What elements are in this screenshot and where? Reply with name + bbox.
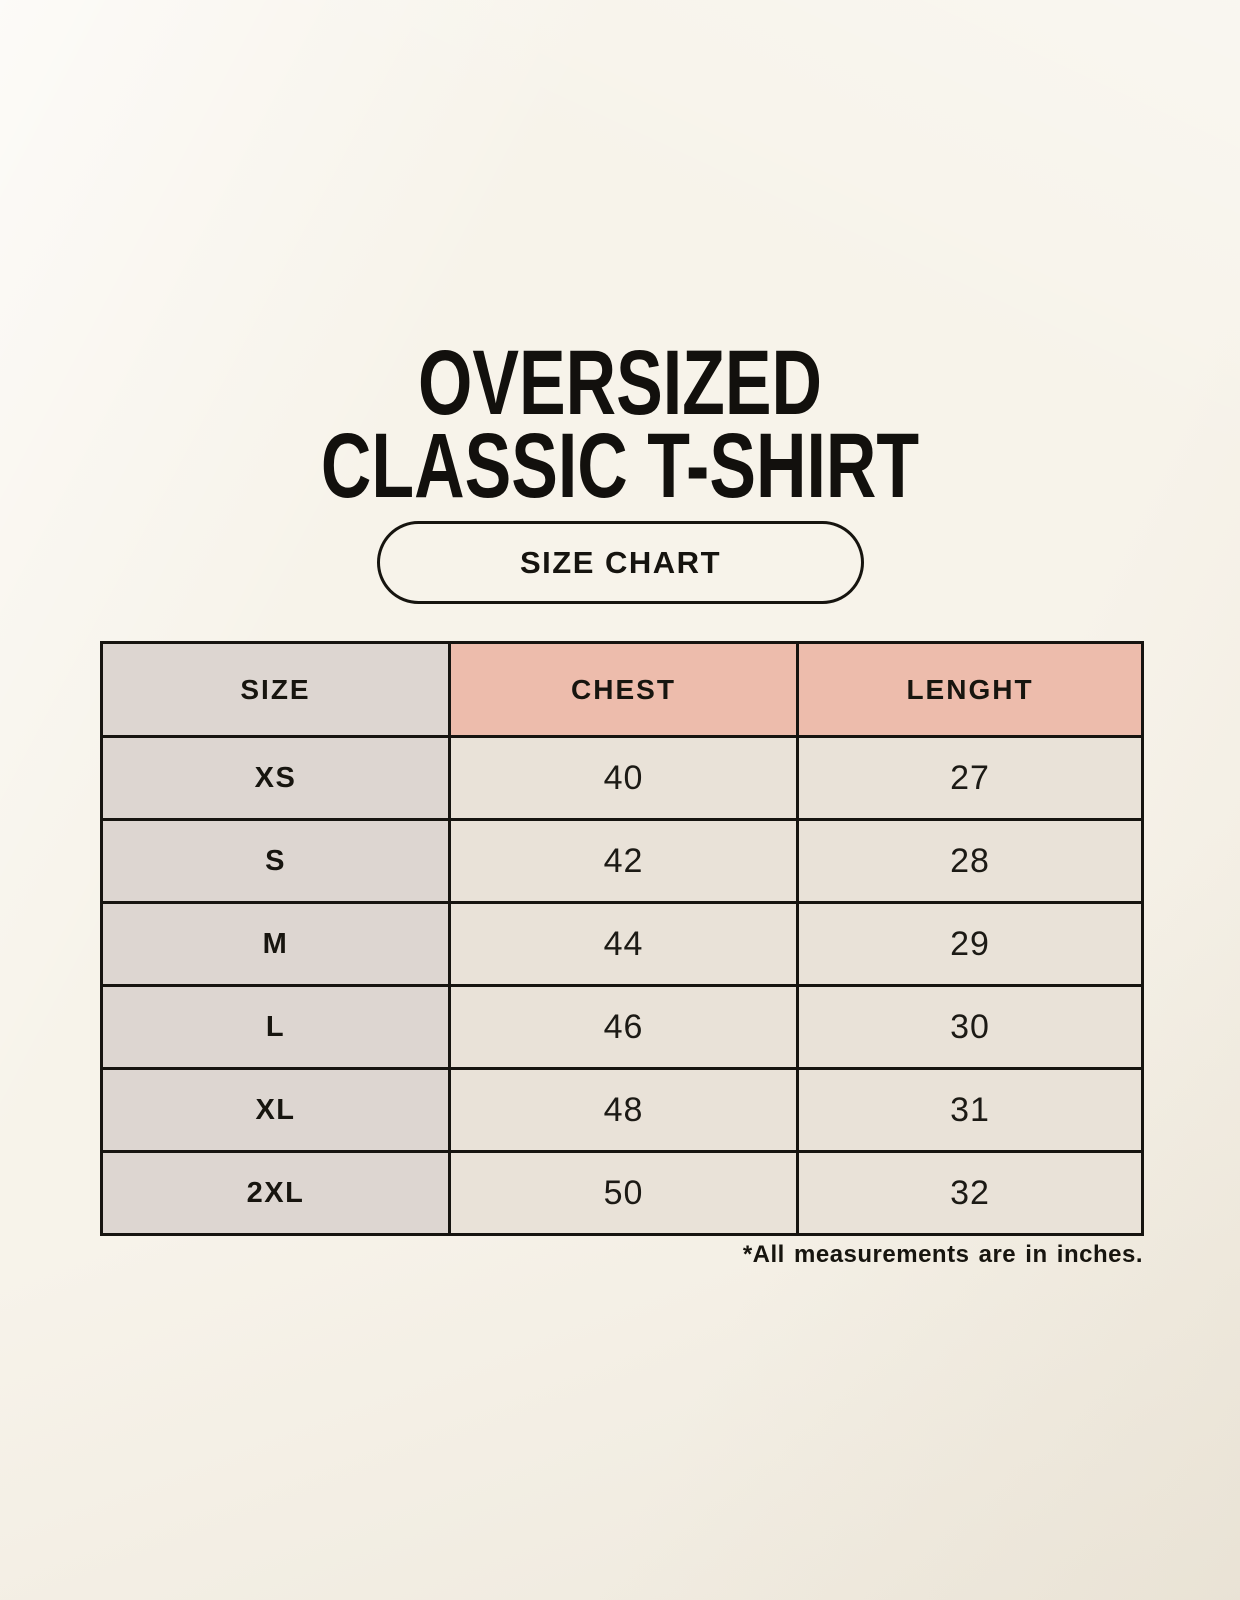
table-row: XS 40 27 <box>100 735 1144 821</box>
product-title-line2: CLASSIC T-SHIRT <box>320 415 920 517</box>
size-label-cell: S <box>100 818 451 904</box>
size-label-cell: M <box>100 901 451 987</box>
header-row: SIZE CHEST LENGHT <box>100 641 1144 738</box>
lenght-value-cell: 27 <box>796 735 1144 821</box>
lenght-value-cell: 32 <box>796 1150 1144 1236</box>
chest-value-cell: 48 <box>448 1067 799 1153</box>
column-header-lenght: LENGHT <box>796 641 1144 738</box>
lenght-value-cell: 31 <box>796 1067 1144 1153</box>
chest-value-cell: 50 <box>448 1150 799 1236</box>
lenght-value-cell: 29 <box>796 901 1144 987</box>
chest-value-cell: 40 <box>448 735 799 821</box>
chest-value-cell: 44 <box>448 901 799 987</box>
column-header-size: SIZE <box>100 641 451 738</box>
size-chart-badge-label: SIZE CHART <box>520 544 721 580</box>
size-label-cell: L <box>100 984 451 1070</box>
lenght-value-cell: 28 <box>796 818 1144 904</box>
size-chart-table: SIZE CHEST LENGHT XS 40 27 S 42 28 M 44 … <box>100 641 1144 1236</box>
product-title: OVERSIZED CLASSIC T-SHIRT <box>0 332 1240 517</box>
product-title-line1: OVERSIZED <box>417 332 823 434</box>
table-row: M 44 29 <box>100 901 1144 987</box>
chest-value-cell: 42 <box>448 818 799 904</box>
size-label-cell: XL <box>100 1067 451 1153</box>
column-header-chest: CHEST <box>448 641 799 738</box>
lenght-value-cell: 30 <box>796 984 1144 1070</box>
table-row: L 46 30 <box>100 984 1144 1070</box>
measurements-footnote: *All measurements are in inches. <box>742 1241 1143 1268</box>
table-row: XL 48 31 <box>100 1067 1144 1153</box>
table-row: S 42 28 <box>100 818 1144 904</box>
size-label-cell: 2XL <box>100 1150 451 1236</box>
size-chart-badge[interactable]: SIZE CHART <box>377 521 864 604</box>
size-label-cell: XS <box>100 735 451 821</box>
table-row: 2XL 50 32 <box>100 1150 1144 1236</box>
chest-value-cell: 46 <box>448 984 799 1070</box>
